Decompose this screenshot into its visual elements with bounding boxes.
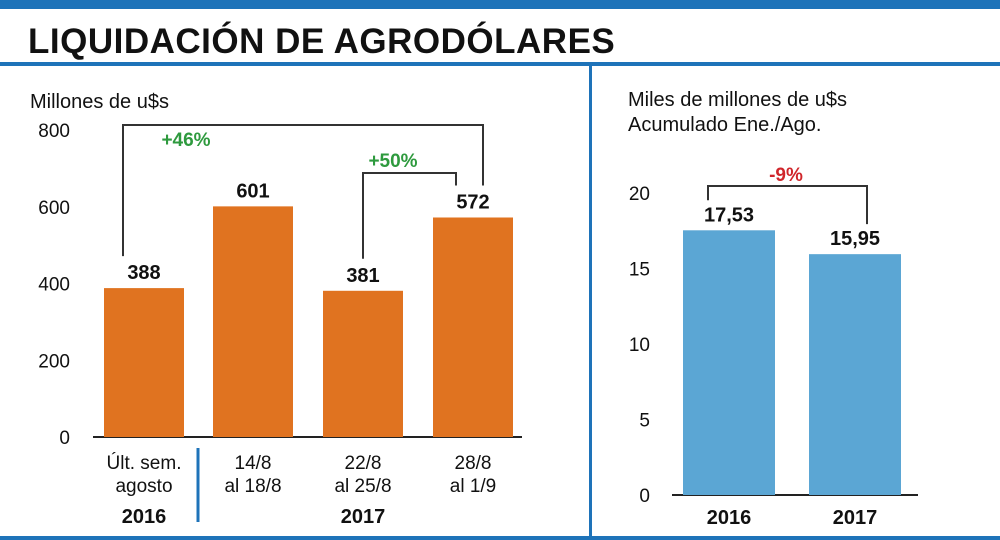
right-y-tick-label: 15 [629, 260, 650, 281]
left-data-label: 601 [236, 180, 269, 202]
left-category-label: Últ. sem. [107, 452, 182, 474]
page-title: LIQUIDACIÓN DE AGRODÓLARES [28, 22, 616, 61]
left-data-label: 572 [456, 191, 489, 213]
right-annotation: -9% [769, 165, 803, 186]
right-category-label: 2016 [707, 507, 752, 529]
left-y-tick-label: 400 [38, 275, 70, 296]
left-category-label: al 25/8 [334, 476, 391, 497]
left-data-label: 381 [346, 265, 379, 287]
left-category-label: 14/8 [235, 453, 272, 474]
left-unit-label: Millones de u$s [30, 91, 169, 113]
right-data-label: 17,53 [704, 204, 754, 226]
right-category-label: 2017 [833, 507, 878, 529]
top-accent-bar [0, 0, 1000, 9]
left-y-tick-label: 0 [59, 428, 70, 449]
right-y-tick-label: 20 [629, 184, 650, 205]
right-bracket [707, 185, 868, 225]
left-group-label: 2017 [341, 506, 386, 528]
left-category-label: 28/8 [455, 453, 492, 474]
left-data-label: 388 [127, 262, 160, 284]
left-category-label: al 1/9 [450, 476, 496, 497]
weekly-liquidation-chart: Millones de u$s 0 200 400 600 800 388 Últ. sem.… [30, 91, 522, 528]
right-data-label: 15,95 [830, 228, 880, 250]
left-bar [433, 217, 513, 437]
left-y-tick-label: 200 [38, 351, 70, 372]
right-y-tick-label: 10 [629, 335, 650, 356]
left-category-label: 22/8 [345, 453, 382, 474]
left-bar [323, 290, 403, 437]
left-annotation: +46% [161, 130, 210, 151]
bottom-accent-bar [0, 536, 1000, 540]
title-rule [0, 62, 1000, 66]
left-category-label: agosto [115, 476, 172, 497]
right-unit-label: Miles de millones de u$s [628, 89, 847, 111]
column-divider [589, 66, 592, 536]
left-bar [213, 206, 293, 437]
right-y-tick-label: 0 [639, 486, 650, 507]
left-bracket [122, 124, 484, 257]
left-bar [104, 288, 184, 437]
left-y-tick-label: 600 [38, 198, 70, 219]
right-unit-label: Acumulado Ene./Ago. [628, 114, 821, 136]
left-y-tick-label: 800 [38, 121, 70, 142]
left-category-label: al 18/8 [224, 476, 281, 497]
left-group-label: 2016 [122, 506, 167, 528]
left-annotation: +50% [368, 151, 417, 172]
right-y-tick-label: 5 [639, 411, 650, 432]
right-bar [809, 254, 901, 495]
left-bracket [362, 172, 457, 259]
right-bar [683, 230, 775, 495]
